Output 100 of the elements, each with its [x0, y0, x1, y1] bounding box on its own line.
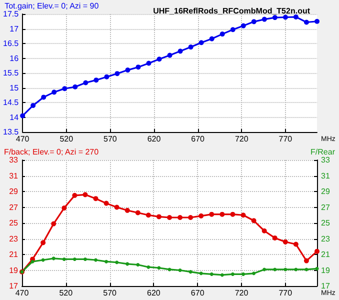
- y-tick-label: 29: [9, 187, 19, 196]
- point: [104, 200, 109, 206]
- point: [284, 268, 288, 272]
- y2-tick-label: 23: [321, 234, 330, 244]
- point: [52, 90, 57, 95]
- y2-tick-label: 25: [321, 218, 330, 228]
- point: [230, 272, 234, 276]
- point: [230, 27, 236, 32]
- y-tick-label: 23: [9, 234, 19, 244]
- y-tick-label: 27: [9, 202, 19, 212]
- y-tick-label: 14.5: [2, 98, 20, 107]
- x-tick-label: 470: [16, 134, 30, 144]
- x-tick-label: 470: [15, 288, 30, 298]
- point: [104, 260, 108, 264]
- point: [157, 266, 161, 270]
- x-tick-label: 720: [234, 288, 249, 298]
- point: [251, 218, 256, 224]
- y2-tick-label: 17: [321, 282, 330, 290]
- point: [83, 257, 87, 261]
- chart-title: UHF_16ReflRods_RFCombMod_T52n.out: [153, 6, 310, 16]
- point: [62, 257, 66, 261]
- point: [83, 80, 88, 86]
- y-tick-label: 14: [10, 112, 20, 122]
- y-tick-label: 17.5: [2, 10, 20, 18]
- point: [188, 44, 194, 50]
- point: [62, 206, 67, 211]
- y-tick-label: 31: [9, 171, 19, 180]
- point: [220, 273, 224, 277]
- x-tick-label: 620: [147, 288, 161, 298]
- point: [272, 235, 278, 240]
- point: [178, 268, 182, 272]
- y2-tick-label: 31: [321, 171, 330, 180]
- point: [272, 15, 278, 20]
- point: [156, 56, 162, 62]
- point: [282, 14, 288, 20]
- point: [94, 78, 99, 83]
- x-tick-label: 620: [147, 134, 162, 144]
- point: [104, 74, 110, 80]
- y-tick-label: 13.5: [2, 128, 20, 136]
- point: [146, 265, 150, 269]
- point: [126, 262, 130, 266]
- y-tick-label: 15: [10, 83, 20, 92]
- x-tick-label: 520: [60, 134, 74, 144]
- point: [240, 212, 246, 218]
- x-tick-label: 570: [103, 288, 118, 298]
- y2-tick-label: 27: [321, 202, 330, 212]
- x-tick-label: 770: [278, 288, 293, 298]
- point: [125, 68, 130, 73]
- point: [146, 60, 152, 66]
- point: [146, 212, 151, 218]
- y2-tick-label: 29: [321, 187, 330, 196]
- y2-tick-label: 21: [321, 250, 330, 259]
- point: [198, 40, 204, 46]
- x-tick-label: 670: [190, 288, 205, 298]
- y-tick-label: 17: [10, 24, 20, 34]
- point: [293, 14, 298, 20]
- point: [188, 214, 194, 220]
- point: [114, 71, 120, 76]
- y-axis-title: F/back; Elev.= 0; Azi = 270: [4, 148, 100, 156]
- point: [51, 221, 56, 226]
- y-tick-label: 15.5: [2, 68, 20, 78]
- point: [94, 258, 98, 262]
- point: [136, 64, 141, 70]
- point: [136, 262, 140, 266]
- y2-tick-label: 19: [321, 266, 330, 275]
- point: [273, 268, 277, 272]
- point: [30, 260, 34, 264]
- point: [72, 257, 76, 261]
- x-tick-label: 520: [59, 288, 74, 298]
- point: [167, 214, 172, 220]
- y-axis-title: Tot.gain; Elev.= 0; Azi = 90: [4, 2, 100, 10]
- y2-tick-label: 33: [321, 156, 330, 164]
- point: [41, 94, 46, 100]
- point: [262, 16, 267, 22]
- y2-axis-title: F/Rear: [310, 148, 336, 156]
- point: [72, 192, 78, 198]
- point: [220, 212, 225, 217]
- point: [314, 248, 320, 254]
- point: [220, 32, 225, 37]
- y-tick-label: 16: [10, 54, 20, 63]
- point: [199, 272, 203, 276]
- point: [209, 212, 214, 217]
- y-tick-label: 21: [9, 250, 19, 259]
- point: [252, 272, 256, 276]
- y-tick-label: 16.5: [2, 39, 20, 48]
- y-tick-label: 17: [9, 282, 19, 290]
- point: [167, 52, 172, 58]
- point: [282, 239, 288, 244]
- point: [240, 23, 246, 28]
- point: [188, 270, 192, 274]
- x-tick-label: 670: [191, 134, 206, 144]
- point: [20, 113, 26, 118]
- point: [114, 204, 120, 210]
- point: [40, 240, 46, 246]
- point: [115, 260, 119, 264]
- point: [52, 256, 56, 260]
- y-tick-label: 19: [9, 266, 19, 275]
- point: [262, 268, 266, 272]
- point: [210, 272, 214, 276]
- point: [178, 214, 183, 220]
